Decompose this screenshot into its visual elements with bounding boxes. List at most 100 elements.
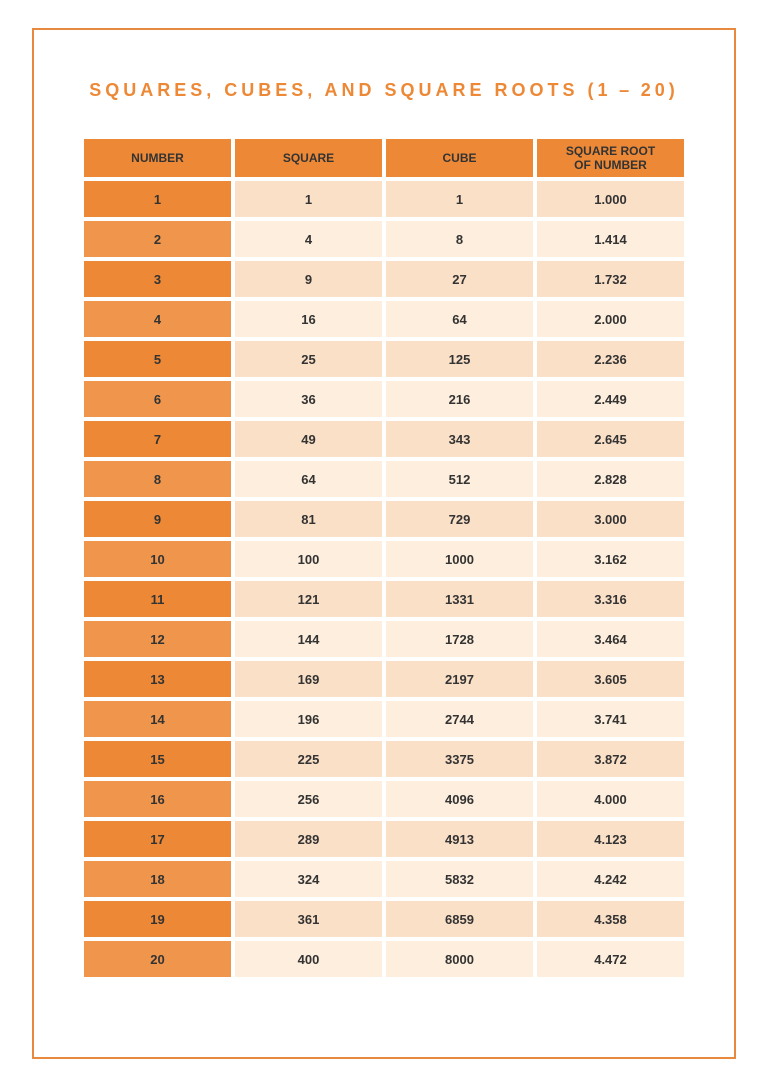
cell-square: 289 xyxy=(233,819,384,859)
cell-cube: 3375 xyxy=(384,739,535,779)
cell-number: 12 xyxy=(82,619,233,659)
cell-sqrt: 3.605 xyxy=(535,659,686,699)
table-row: 6362162.449 xyxy=(82,379,686,419)
cell-cube: 216 xyxy=(384,379,535,419)
cell-square: 324 xyxy=(233,859,384,899)
cell-cube: 27 xyxy=(384,259,535,299)
cell-sqrt: 4.472 xyxy=(535,939,686,979)
cell-square: 121 xyxy=(233,579,384,619)
math-table: NUMBER SQUARE CUBE SQUARE ROOTOF NUMBER … xyxy=(82,137,686,979)
cell-square: 4 xyxy=(233,219,384,259)
cell-square: 225 xyxy=(233,739,384,779)
table-row: 2481.414 xyxy=(82,219,686,259)
cell-number: 18 xyxy=(82,859,233,899)
cell-cube: 1331 xyxy=(384,579,535,619)
cell-number: 19 xyxy=(82,899,233,939)
table-row: 1112113313.316 xyxy=(82,579,686,619)
table-row: 1111.000 xyxy=(82,179,686,219)
cell-number: 8 xyxy=(82,459,233,499)
cell-sqrt: 4.358 xyxy=(535,899,686,939)
table-row: 5251252.236 xyxy=(82,339,686,379)
cell-sqrt: 2.449 xyxy=(535,379,686,419)
cell-cube: 125 xyxy=(384,339,535,379)
cell-cube: 512 xyxy=(384,459,535,499)
cell-square: 169 xyxy=(233,659,384,699)
col-header-square: SQUARE xyxy=(233,137,384,179)
cell-number: 9 xyxy=(82,499,233,539)
col-header-number: NUMBER xyxy=(82,137,233,179)
cell-number: 10 xyxy=(82,539,233,579)
cell-cube: 729 xyxy=(384,499,535,539)
cell-square: 1 xyxy=(233,179,384,219)
cell-cube: 1 xyxy=(384,179,535,219)
cell-sqrt: 4.123 xyxy=(535,819,686,859)
cell-sqrt: 3.464 xyxy=(535,619,686,659)
document-frame: SQUARES, CUBES, AND SQUARE ROOTS (1 – 20… xyxy=(32,28,736,1059)
table-row: 1010010003.162 xyxy=(82,539,686,579)
cell-sqrt: 1.732 xyxy=(535,259,686,299)
cell-number: 17 xyxy=(82,819,233,859)
cell-sqrt: 3.741 xyxy=(535,699,686,739)
cell-cube: 5832 xyxy=(384,859,535,899)
cell-number: 4 xyxy=(82,299,233,339)
cell-sqrt: 3.872 xyxy=(535,739,686,779)
cell-sqrt: 1.000 xyxy=(535,179,686,219)
cell-number: 11 xyxy=(82,579,233,619)
cell-cube: 1728 xyxy=(384,619,535,659)
table-row: 1419627443.741 xyxy=(82,699,686,739)
page-title: SQUARES, CUBES, AND SQUARE ROOTS (1 – 20… xyxy=(82,80,686,101)
cell-sqrt: 3.316 xyxy=(535,579,686,619)
cell-square: 36 xyxy=(233,379,384,419)
cell-square: 361 xyxy=(233,899,384,939)
cell-number: 3 xyxy=(82,259,233,299)
cell-square: 64 xyxy=(233,459,384,499)
table-row: 1832458324.242 xyxy=(82,859,686,899)
cell-number: 16 xyxy=(82,779,233,819)
cell-number: 20 xyxy=(82,939,233,979)
cell-number: 13 xyxy=(82,659,233,699)
table-row: 1214417283.464 xyxy=(82,619,686,659)
cell-cube: 4096 xyxy=(384,779,535,819)
cell-square: 100 xyxy=(233,539,384,579)
cell-sqrt: 2.236 xyxy=(535,339,686,379)
cell-number: 2 xyxy=(82,219,233,259)
col-header-cube: CUBE xyxy=(384,137,535,179)
cell-number: 1 xyxy=(82,179,233,219)
cell-square: 49 xyxy=(233,419,384,459)
table-row: 39271.732 xyxy=(82,259,686,299)
cell-square: 400 xyxy=(233,939,384,979)
table-header: NUMBER SQUARE CUBE SQUARE ROOTOF NUMBER xyxy=(82,137,686,179)
cell-square: 144 xyxy=(233,619,384,659)
cell-sqrt: 4.000 xyxy=(535,779,686,819)
cell-number: 6 xyxy=(82,379,233,419)
cell-cube: 2744 xyxy=(384,699,535,739)
table-row: 1625640964.000 xyxy=(82,779,686,819)
table-body: 1111.0002481.41439271.732416642.00052512… xyxy=(82,179,686,979)
cell-square: 196 xyxy=(233,699,384,739)
cell-sqrt: 3.000 xyxy=(535,499,686,539)
cell-cube: 8 xyxy=(384,219,535,259)
table-row: 9817293.000 xyxy=(82,499,686,539)
cell-sqrt: 3.162 xyxy=(535,539,686,579)
cell-square: 9 xyxy=(233,259,384,299)
table-row: 2040080004.472 xyxy=(82,939,686,979)
col-header-sqrt: SQUARE ROOTOF NUMBER xyxy=(535,137,686,179)
cell-number: 5 xyxy=(82,339,233,379)
cell-number: 7 xyxy=(82,419,233,459)
cell-square: 81 xyxy=(233,499,384,539)
cell-sqrt: 4.242 xyxy=(535,859,686,899)
cell-sqrt: 2.828 xyxy=(535,459,686,499)
cell-square: 25 xyxy=(233,339,384,379)
cell-cube: 8000 xyxy=(384,939,535,979)
cell-sqrt: 2.645 xyxy=(535,419,686,459)
cell-number: 15 xyxy=(82,739,233,779)
cell-sqrt: 1.414 xyxy=(535,219,686,259)
table-row: 8645122.828 xyxy=(82,459,686,499)
cell-cube: 6859 xyxy=(384,899,535,939)
table-row: 1728949134.123 xyxy=(82,819,686,859)
cell-sqrt: 2.000 xyxy=(535,299,686,339)
table-row: 1936168594.358 xyxy=(82,899,686,939)
table-row: 416642.000 xyxy=(82,299,686,339)
cell-cube: 64 xyxy=(384,299,535,339)
table-row: 1522533753.872 xyxy=(82,739,686,779)
